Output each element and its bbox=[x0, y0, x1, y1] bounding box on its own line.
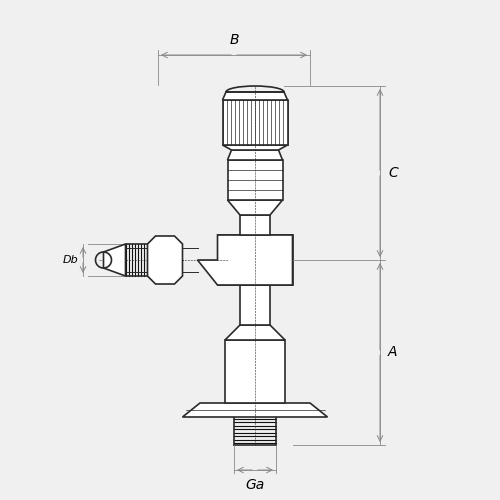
Polygon shape bbox=[225, 325, 285, 340]
Text: Ga: Ga bbox=[246, 478, 264, 492]
Polygon shape bbox=[104, 244, 126, 276]
Polygon shape bbox=[222, 92, 288, 100]
Bar bbox=[218, 235, 292, 285]
Bar bbox=[222, 100, 288, 145]
Text: Db: Db bbox=[62, 255, 78, 265]
Polygon shape bbox=[182, 403, 328, 417]
Text: B: B bbox=[229, 33, 239, 47]
Bar bbox=[228, 160, 282, 200]
Bar bbox=[240, 215, 270, 235]
Bar bbox=[225, 340, 285, 403]
Text: C: C bbox=[388, 166, 398, 180]
Polygon shape bbox=[228, 150, 282, 160]
Polygon shape bbox=[222, 145, 288, 150]
Polygon shape bbox=[228, 200, 282, 215]
Polygon shape bbox=[198, 235, 292, 285]
Polygon shape bbox=[148, 236, 182, 284]
Bar bbox=[240, 285, 270, 325]
Text: A: A bbox=[388, 346, 398, 360]
